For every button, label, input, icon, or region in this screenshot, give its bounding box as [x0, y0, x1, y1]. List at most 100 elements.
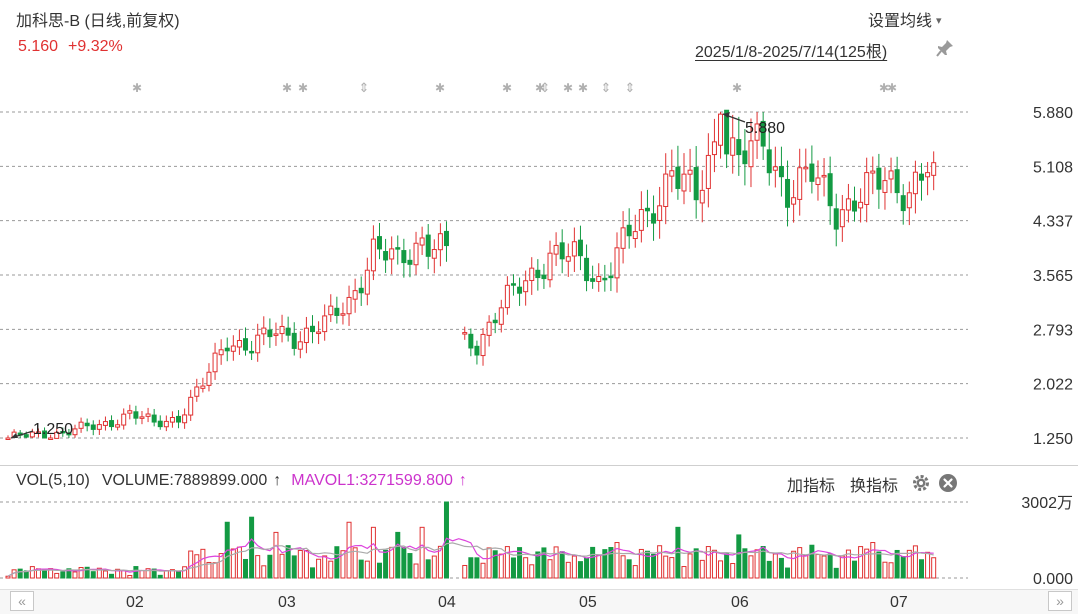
volume-bar[interactable] — [693, 548, 699, 579]
volume-bar[interactable] — [876, 551, 882, 579]
volume-bar[interactable] — [803, 554, 809, 579]
candle[interactable] — [29, 428, 35, 438]
volume-bar[interactable] — [212, 562, 218, 579]
volume-bar[interactable] — [681, 566, 687, 579]
volume-bar[interactable] — [608, 547, 614, 579]
event-marker-icon[interactable]: ⇕ — [625, 81, 636, 96]
candle[interactable] — [766, 128, 772, 186]
candle[interactable] — [35, 428, 41, 438]
volume-bar[interactable] — [84, 566, 90, 579]
volume-bar[interactable] — [858, 546, 864, 579]
candle[interactable] — [425, 224, 431, 270]
volume-bar[interactable] — [486, 547, 492, 579]
candle[interactable] — [401, 238, 407, 278]
volume-bar[interactable] — [827, 553, 833, 579]
volume-bar[interactable] — [157, 574, 163, 579]
candle[interactable] — [791, 180, 797, 223]
candle[interactable] — [169, 411, 175, 428]
event-marker-icon[interactable]: ✱ — [502, 81, 512, 95]
volume-bar[interactable] — [517, 547, 523, 579]
volume-bar[interactable] — [651, 553, 657, 579]
event-marker-icon[interactable]: ⇕ — [359, 81, 370, 96]
candle[interactable] — [797, 148, 803, 216]
volume-bar[interactable] — [632, 565, 638, 579]
candle[interactable] — [255, 323, 261, 362]
candle[interactable] — [602, 264, 608, 292]
candle[interactable] — [748, 118, 754, 188]
volume-bar[interactable] — [206, 561, 212, 579]
candle[interactable] — [462, 326, 468, 340]
candle[interactable] — [736, 116, 742, 176]
candle[interactable] — [827, 156, 833, 225]
candle[interactable] — [358, 276, 364, 306]
volume-bar[interactable] — [815, 554, 821, 579]
candle[interactable] — [870, 156, 876, 195]
candle[interactable] — [395, 235, 401, 265]
candle[interactable] — [194, 378, 200, 402]
volume-bar[interactable] — [766, 560, 772, 579]
candle[interactable] — [66, 428, 72, 438]
candle[interactable] — [84, 418, 90, 432]
volume-bar[interactable] — [931, 557, 937, 579]
candle[interactable] — [163, 415, 169, 432]
event-marker-icon[interactable]: ✱ — [132, 81, 142, 95]
volume-bar[interactable] — [72, 571, 78, 579]
volume-bar[interactable] — [310, 567, 315, 579]
candle[interactable] — [60, 427, 66, 437]
candle[interactable] — [48, 434, 54, 440]
candle[interactable] — [303, 316, 309, 354]
volume-bar[interactable] — [657, 545, 663, 579]
candle[interactable] — [364, 257, 370, 306]
volume-bar[interactable] — [443, 501, 449, 579]
candle[interactable] — [236, 329, 242, 355]
event-marker-icon[interactable]: ✱ — [563, 81, 573, 95]
volume-bar[interactable] — [285, 545, 291, 579]
candle[interactable] — [109, 415, 115, 431]
candle[interactable] — [78, 417, 84, 433]
candle[interactable] — [912, 160, 918, 214]
double-chevron-right-icon[interactable]: » — [1048, 591, 1072, 611]
volume-bar[interactable] — [109, 573, 115, 579]
candle[interactable] — [218, 339, 224, 365]
candle[interactable] — [376, 222, 382, 260]
volume-bar[interactable] — [614, 542, 620, 579]
candle[interactable] — [651, 195, 657, 241]
volume-bar[interactable] — [724, 553, 730, 579]
candle[interactable] — [261, 316, 267, 346]
candle[interactable] — [888, 157, 894, 194]
volume-bar[interactable] — [364, 560, 370, 579]
volume-bar[interactable] — [602, 549, 608, 579]
volume-bar[interactable] — [669, 557, 675, 579]
volume-bar[interactable] — [346, 521, 352, 579]
volume-bar[interactable] — [352, 547, 358, 579]
candle[interactable] — [102, 416, 108, 431]
volume-bar[interactable] — [699, 559, 705, 579]
volume-bar[interactable] — [176, 570, 182, 579]
candle[interactable] — [279, 314, 285, 343]
volume-bar[interactable] — [596, 554, 602, 579]
candle[interactable] — [291, 322, 297, 356]
candle[interactable] — [127, 404, 133, 420]
volume-bar[interactable] — [912, 545, 918, 579]
candle[interactable] — [492, 312, 498, 334]
candle[interactable] — [638, 191, 644, 243]
volume-bar[interactable] — [778, 557, 784, 579]
candle[interactable] — [925, 161, 931, 196]
candle[interactable] — [383, 238, 389, 273]
candle[interactable] — [547, 240, 553, 288]
candle[interactable] — [553, 232, 559, 266]
candle[interactable] — [121, 408, 127, 430]
candle[interactable] — [626, 208, 632, 249]
volume-bar[interactable] — [925, 551, 931, 579]
candle[interactable] — [212, 342, 218, 380]
volume-bar[interactable] — [54, 572, 60, 579]
volume-bar[interactable] — [718, 560, 724, 579]
volume-bar[interactable] — [316, 558, 322, 579]
volume-bar[interactable] — [17, 568, 23, 579]
volume-bar[interactable] — [894, 549, 900, 579]
date-range-link[interactable]: 2025/1/8-2025/7/14(125根) — [695, 44, 888, 61]
volume-bar[interactable] — [230, 548, 236, 579]
volume-bar[interactable] — [425, 559, 431, 579]
candle[interactable] — [821, 158, 827, 197]
candle[interactable] — [72, 424, 78, 438]
